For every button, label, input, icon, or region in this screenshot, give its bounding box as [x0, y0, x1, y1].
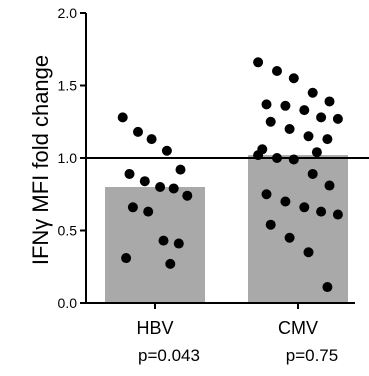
y-axis-title: IFNγ MFI fold change: [28, 55, 53, 265]
data-point-cmv: [261, 99, 272, 110]
data-point-hbv: [121, 253, 132, 264]
data-point-cmv: [299, 202, 310, 213]
y-tick-label: 0.0: [58, 295, 78, 311]
data-point-cmv: [303, 131, 314, 142]
data-point-hbv: [182, 190, 193, 201]
y-tick-label: 2.0: [58, 5, 78, 21]
data-point-cmv: [307, 168, 318, 179]
dots-layer: [117, 57, 343, 293]
data-point-cmv: [332, 113, 343, 124]
bar-hbv: [105, 187, 205, 303]
data-point-hbv: [139, 176, 150, 187]
data-point-cmv: [299, 105, 310, 116]
x-category-label: HBV: [136, 318, 173, 338]
data-point-hbv: [168, 183, 179, 194]
data-point-cmv: [324, 96, 335, 107]
data-point-hbv: [124, 168, 135, 179]
data-point-cmv: [322, 134, 333, 145]
y-tick-label: 1.5: [58, 78, 78, 94]
data-point-hbv: [143, 206, 154, 217]
data-point-cmv: [288, 154, 299, 165]
data-point-hbv: [133, 126, 143, 137]
data-point-cmv: [280, 196, 291, 207]
data-point-cmv: [316, 112, 327, 123]
data-point-cmv: [316, 206, 327, 217]
data-point-cmv: [253, 57, 264, 68]
data-point-hbv: [117, 112, 128, 123]
data-point-cmv: [311, 147, 322, 158]
data-point-cmv: [265, 219, 276, 230]
x-category-label: CMV: [278, 318, 318, 338]
bar-cmv: [248, 155, 348, 303]
data-point-cmv: [324, 180, 335, 191]
data-point-cmv: [280, 100, 291, 111]
data-point-cmv: [261, 189, 272, 200]
data-point-cmv: [284, 124, 295, 134]
data-point-hbv: [146, 134, 157, 145]
data-point-cmv: [322, 282, 333, 293]
data-point-cmv: [284, 232, 295, 243]
data-point-hbv: [161, 145, 172, 156]
y-ticks-layer: 0.0 0.5 1.0 1.5 2.0: [58, 5, 86, 311]
x-labels-layer: HBV p=0.043 CMV p=0.75: [136, 303, 338, 365]
data-point-cmv: [265, 116, 276, 127]
y-tick-label: 0.5: [58, 223, 78, 239]
data-point-cmv: [288, 73, 299, 84]
data-point-cmv: [272, 66, 282, 76]
p-value-annotation: p=0.75: [286, 346, 338, 365]
data-point-hbv: [173, 238, 184, 249]
data-point-hbv: [158, 235, 169, 246]
data-point-hbv: [165, 258, 176, 269]
data-point-hbv: [127, 202, 138, 213]
data-point-hbv: [175, 164, 186, 175]
data-point-hbv: [155, 182, 166, 192]
p-value-annotation: p=0.043: [138, 346, 200, 365]
bars-layer: [105, 155, 348, 303]
data-point-cmv: [332, 209, 343, 220]
y-tick-label: 1.0: [58, 150, 78, 166]
data-point-cmv: [307, 87, 318, 98]
data-point-cmv: [303, 247, 314, 258]
